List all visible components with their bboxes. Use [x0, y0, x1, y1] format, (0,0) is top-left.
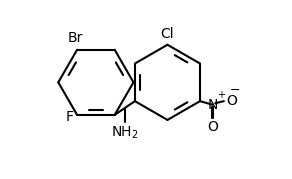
Text: +: + [217, 90, 225, 100]
Text: Cl: Cl [161, 27, 174, 41]
Text: F: F [65, 110, 74, 124]
Text: O: O [207, 120, 218, 134]
Text: N: N [207, 98, 218, 112]
Text: Br: Br [68, 31, 83, 45]
Text: −: − [230, 84, 240, 97]
Text: NH$_2$: NH$_2$ [111, 124, 139, 141]
Text: O: O [226, 94, 237, 108]
